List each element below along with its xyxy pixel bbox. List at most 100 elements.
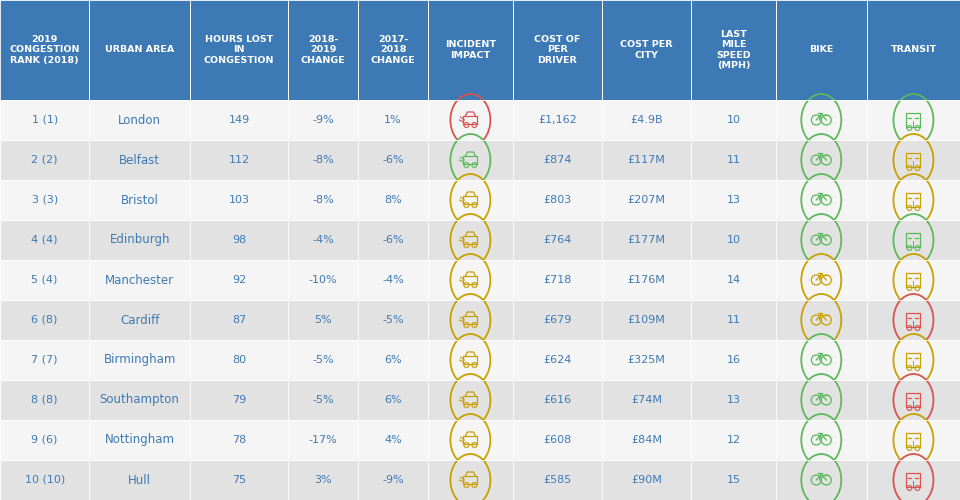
Text: 10 (10): 10 (10) (25, 475, 64, 485)
Bar (691, 460, 776, 500)
Bar (428, 300, 513, 340)
Bar (867, 300, 960, 340)
Bar (867, 340, 960, 380)
Bar (0, 0, 89, 100)
Text: TRANSIT: TRANSIT (890, 46, 937, 54)
Text: 3 (3): 3 (3) (32, 195, 58, 205)
Bar (513, 380, 602, 420)
Bar (288, 380, 358, 420)
Bar (358, 460, 428, 500)
Bar (602, 100, 691, 140)
Text: 79: 79 (232, 395, 246, 405)
Text: 98: 98 (232, 235, 246, 245)
Text: £718: £718 (543, 275, 571, 285)
Bar (867, 460, 960, 500)
Bar (190, 180, 288, 220)
Text: 2 (2): 2 (2) (32, 155, 58, 165)
Bar (428, 140, 513, 180)
Bar (691, 100, 776, 140)
Bar (190, 380, 288, 420)
Bar (602, 460, 691, 500)
Text: -8%: -8% (312, 195, 334, 205)
Text: £117M: £117M (628, 155, 665, 165)
Bar (464, 436, 477, 444)
Bar (428, 460, 513, 500)
Text: 103: 103 (228, 195, 250, 205)
Bar (513, 100, 602, 140)
Text: Cardiff: Cardiff (120, 314, 159, 326)
Bar (602, 0, 691, 100)
Text: 1 (1): 1 (1) (32, 115, 58, 125)
Text: £109M: £109M (628, 315, 665, 325)
Bar (288, 220, 358, 260)
Text: Birmingham: Birmingham (104, 354, 176, 366)
Bar (89, 220, 190, 260)
Text: London: London (118, 114, 161, 126)
Bar (358, 220, 428, 260)
Text: 75: 75 (232, 475, 246, 485)
Bar (602, 260, 691, 300)
Bar (89, 380, 190, 420)
Text: BIKE: BIKE (809, 46, 833, 54)
Text: LAST
MILE
SPEED
(MPH): LAST MILE SPEED (MPH) (716, 30, 751, 70)
Bar (0, 420, 89, 460)
Bar (190, 460, 288, 500)
Text: 12: 12 (727, 435, 740, 445)
Text: 3%: 3% (314, 475, 332, 485)
Bar (428, 260, 513, 300)
Text: £624: £624 (543, 355, 571, 365)
Bar (428, 420, 513, 460)
Bar (0, 380, 89, 420)
Text: Southampton: Southampton (100, 394, 180, 406)
Bar (691, 180, 776, 220)
Bar (691, 220, 776, 260)
Bar (358, 340, 428, 380)
Bar (691, 300, 776, 340)
Bar (464, 196, 477, 204)
Bar (190, 260, 288, 300)
Bar (906, 113, 921, 127)
Bar (867, 100, 960, 140)
Bar (89, 420, 190, 460)
Text: 4 (4): 4 (4) (32, 235, 58, 245)
Bar (89, 300, 190, 340)
Text: -17%: -17% (309, 435, 337, 445)
Bar (867, 420, 960, 460)
Text: 112: 112 (228, 155, 250, 165)
Bar (428, 340, 513, 380)
Bar (0, 300, 89, 340)
Text: -4%: -4% (312, 235, 334, 245)
Bar (906, 473, 921, 487)
Text: 14: 14 (727, 275, 740, 285)
Text: 11: 11 (727, 315, 740, 325)
Text: Bristol: Bristol (121, 194, 158, 206)
Text: HOURS LOST
IN
CONGESTION: HOURS LOST IN CONGESTION (204, 35, 275, 65)
Text: £90M: £90M (631, 475, 662, 485)
Bar (190, 0, 288, 100)
Bar (776, 260, 867, 300)
Bar (867, 260, 960, 300)
Text: 4%: 4% (384, 435, 402, 445)
Bar (464, 236, 477, 244)
Text: URBAN AREA: URBAN AREA (105, 46, 175, 54)
Bar (464, 476, 477, 484)
Bar (288, 260, 358, 300)
Text: 2019
CONGESTION
RANK (2018): 2019 CONGESTION RANK (2018) (10, 35, 80, 65)
Text: £585: £585 (543, 475, 571, 485)
Bar (867, 180, 960, 220)
Text: 11: 11 (727, 155, 740, 165)
Bar (513, 260, 602, 300)
Text: £177M: £177M (628, 235, 665, 245)
Bar (776, 220, 867, 260)
Bar (691, 260, 776, 300)
Text: 78: 78 (232, 435, 246, 445)
Bar (428, 180, 513, 220)
Text: -6%: -6% (382, 235, 404, 245)
Text: 92: 92 (232, 275, 246, 285)
Bar (776, 380, 867, 420)
Bar (0, 260, 89, 300)
Bar (89, 100, 190, 140)
Bar (906, 353, 921, 367)
Text: 6 (8): 6 (8) (32, 315, 58, 325)
Bar (691, 380, 776, 420)
